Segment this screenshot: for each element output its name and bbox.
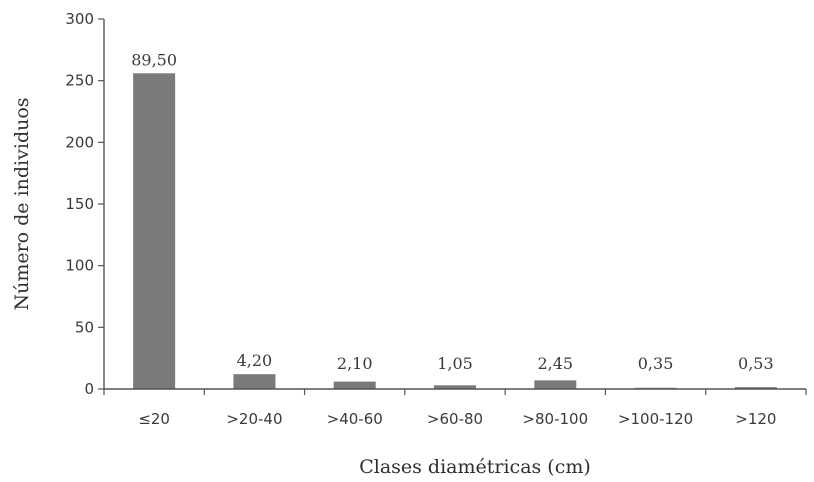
x-tick-label: >20-40 <box>226 410 282 428</box>
x-tick-label: >100-120 <box>618 410 693 428</box>
y-tick-label: 200 <box>65 133 94 151</box>
x-tick-label: >60-80 <box>427 410 483 428</box>
data-label: 1,05 <box>437 354 473 373</box>
y-tick-label: 100 <box>65 257 94 275</box>
data-labels: 89,50 4,20 2,10 1,05 2,45 0,35 0,53 <box>131 50 773 373</box>
y-axis-title: Número de individuos <box>11 97 33 310</box>
y-tick-label: 50 <box>75 318 94 336</box>
bars <box>133 73 777 390</box>
data-label: 0,35 <box>638 354 674 373</box>
y-tick-label: 150 <box>65 195 94 213</box>
y-tick-label: 0 <box>84 380 94 398</box>
bar <box>233 374 276 389</box>
data-label: 2,10 <box>337 354 373 373</box>
data-label: 2,45 <box>537 354 573 373</box>
x-axis-ticks: ≤20 >20-40 >40-60 >60-80 >80-100 >100-120 >120 <box>103 389 807 428</box>
x-tick-label: >40-60 <box>327 410 383 428</box>
bar <box>734 387 777 389</box>
data-label: 0,53 <box>738 354 774 373</box>
x-tick-label: ≤20 <box>138 410 170 428</box>
data-label: 89,50 <box>131 50 177 69</box>
bar <box>333 381 376 389</box>
bar <box>434 385 476 389</box>
x-axis-title: Clases diamétricas (cm) <box>359 456 591 478</box>
y-axis-ticks: 0 50 100 150 200 250 300 <box>65 10 104 398</box>
y-tick-label: 250 <box>65 72 94 90</box>
x-tick-label: >120 <box>735 410 776 428</box>
bar <box>133 73 176 390</box>
bar <box>534 380 577 389</box>
x-tick-label: >80-100 <box>522 410 588 428</box>
data-label: 4,20 <box>237 351 273 370</box>
y-tick-label: 300 <box>65 10 94 28</box>
